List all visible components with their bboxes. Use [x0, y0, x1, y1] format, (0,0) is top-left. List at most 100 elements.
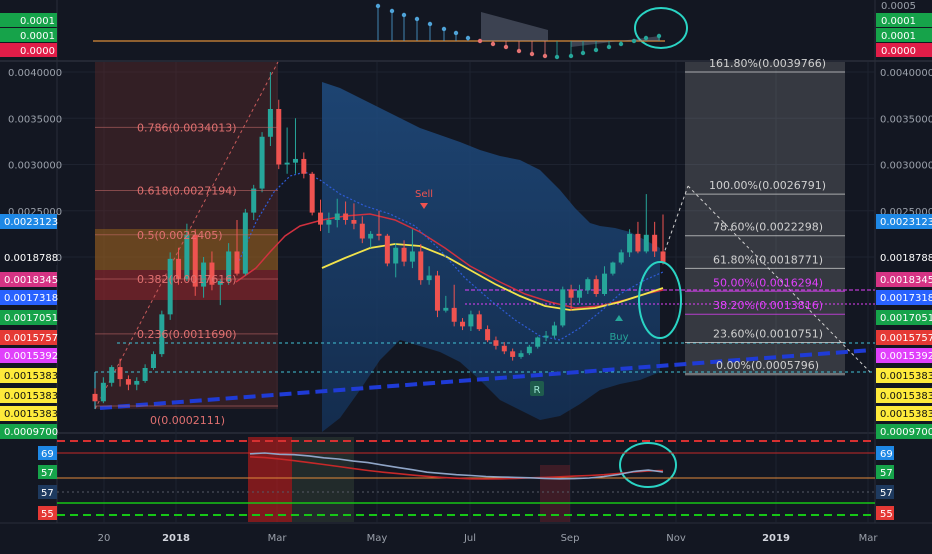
- signal-buy[interactable]: Buy: [609, 315, 629, 343]
- top-indicator-dot: [490, 41, 496, 47]
- price-badge-label: 0.0023123: [4, 217, 58, 228]
- candle-body: [267, 109, 273, 137]
- rsi-level-badge: [876, 465, 894, 479]
- annotation-circle-top: [634, 7, 688, 49]
- rsi-line: [249, 452, 664, 480]
- time-axis-label: 2019: [762, 533, 790, 544]
- rsi-left-level-badge: [38, 485, 57, 499]
- price-badge-label: 0.0018788: [4, 253, 58, 264]
- price-badge: [0, 290, 57, 305]
- annotation-circle-price: [638, 261, 682, 339]
- candle: [359, 216, 365, 244]
- price-badge-label: 0.0015383: [880, 409, 932, 420]
- time-axis-label: Jul: [463, 533, 476, 544]
- candle: [602, 266, 608, 296]
- fib-right-level-label: 0.00%(0.0005796): [716, 359, 819, 372]
- candle: [627, 229, 633, 257]
- candle: [476, 310, 482, 331]
- candle: [150, 351, 156, 370]
- candle: [409, 229, 415, 269]
- top-indicator-dot: [643, 35, 649, 41]
- right-price-axis[interactable]: 0.00400000.00350000.00300000.00250000.00…: [876, 68, 932, 439]
- candle: [100, 377, 106, 404]
- trendline-support[interactable]: [99, 348, 873, 410]
- candle-body: [167, 258, 173, 315]
- candle-body: [568, 289, 574, 298]
- price-badge: [876, 388, 932, 403]
- candle: [376, 210, 382, 241]
- rsi-highlight-gray: [292, 437, 354, 522]
- price-badge: [0, 424, 57, 439]
- buy-label: Buy: [609, 332, 628, 343]
- rsi-left-level-badge: [38, 465, 57, 479]
- candle-body: [418, 251, 424, 281]
- price-badge: [876, 310, 932, 325]
- candle: [451, 284, 457, 327]
- candle: [217, 279, 223, 306]
- candle-body: [100, 382, 106, 402]
- candle: [401, 240, 407, 267]
- time-axis-label: 2018: [162, 533, 190, 544]
- signal-sell[interactable]: Sell: [415, 189, 433, 209]
- candle: [485, 325, 491, 343]
- rsi-axes[interactable]: 69 69 57 57 57 57 55 55: [38, 446, 894, 520]
- candle-body: [443, 307, 449, 311]
- left-tick-label: 0.0030000: [8, 161, 62, 172]
- candle-body: [660, 251, 666, 263]
- candle-body: [518, 353, 524, 357]
- top-indicator-dot: [503, 44, 509, 50]
- fib-right-level-label: 50.00%(0.0016294): [713, 276, 823, 289]
- top-indicator-wedge-2: [571, 36, 660, 47]
- top-indicator-dot: [375, 3, 381, 9]
- candle: [267, 72, 273, 146]
- candle: [276, 99, 282, 170]
- fib-right-diagonal-b: [687, 185, 871, 373]
- price-badge: [876, 330, 932, 345]
- candle: [109, 365, 115, 387]
- signal-r[interactable]: R: [530, 381, 544, 396]
- rsi-signal-line: [249, 456, 664, 480]
- moving-average-yellow: [321, 243, 664, 311]
- price-badge: [0, 388, 57, 403]
- price-badge: [0, 310, 57, 325]
- fib-right-level-label: 38.20%(0.0013816): [713, 299, 823, 312]
- left-price-axis[interactable]: 0.00400000.00350000.00300000.00250000.00…: [0, 68, 62, 439]
- candle: [192, 229, 198, 296]
- time-axis[interactable]: 20 2018 Mar May Jul Sep Nov 2019 Mar: [98, 533, 879, 544]
- rsi-left-level-label: 69: [41, 449, 54, 460]
- candle-body: [351, 220, 357, 224]
- price-badge-label: 0.0015383: [880, 371, 932, 382]
- top-scale-badge: [876, 0, 932, 12]
- price-badge-label: 0.0015383: [4, 409, 58, 420]
- candle: [334, 198, 340, 228]
- candle: [384, 233, 390, 267]
- moving-average-blue: [235, 171, 664, 341]
- top-indicator-dot: [465, 35, 471, 41]
- candle: [209, 251, 215, 291]
- candle: [518, 350, 524, 359]
- top-indicator-dot: [453, 30, 459, 36]
- rsi-level-badge: [876, 485, 894, 499]
- candle-body: [226, 251, 232, 282]
- candle-body: [426, 275, 432, 281]
- candle: [259, 132, 265, 193]
- candle: [560, 286, 566, 328]
- candle: [318, 199, 324, 232]
- candle: [468, 310, 474, 331]
- right-tick-label: 0.0025000: [880, 207, 932, 218]
- candle-body: [535, 337, 541, 347]
- fib-extension-right[interactable]: [662, 62, 871, 376]
- candle: [117, 358, 123, 387]
- time-axis-label: 20: [98, 533, 111, 544]
- top-indicator-axes[interactable]: 0.0005 0.0001 0.0001 0.0000 0.0001 0.0001 0.00…: [0, 0, 932, 57]
- candle: [510, 348, 516, 361]
- fib-right-level-label: 161.80%(0.0039766): [709, 57, 826, 70]
- rsi-level-badge: [876, 446, 894, 460]
- candle: [585, 277, 591, 294]
- candle-body: [301, 158, 307, 174]
- candle-body: [602, 273, 608, 294]
- candle-body: [176, 258, 182, 280]
- price-badge-label: 0.0017318: [4, 293, 58, 304]
- rsi-level-badge: [876, 506, 894, 520]
